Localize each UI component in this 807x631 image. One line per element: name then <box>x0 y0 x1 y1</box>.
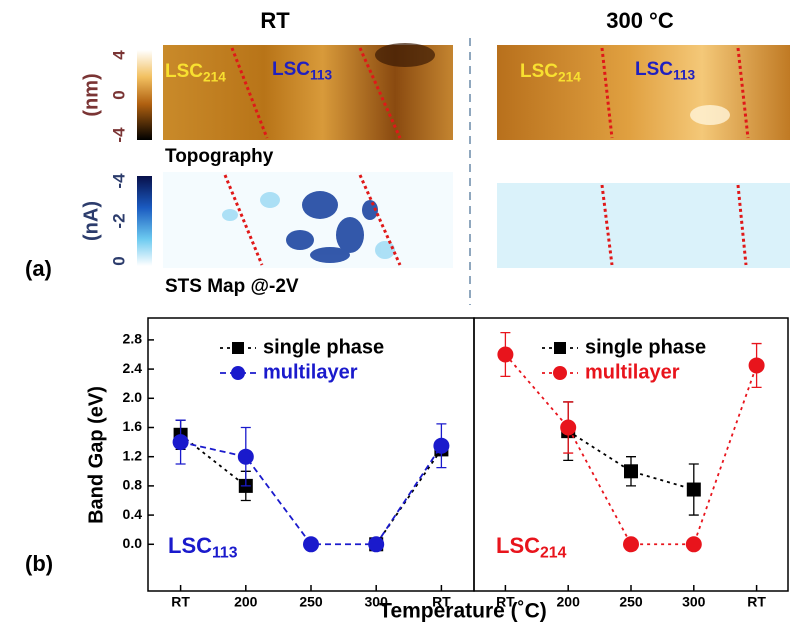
label-sub: 214 <box>540 545 567 562</box>
texture <box>375 43 435 67</box>
legend-label: multilayer <box>585 361 680 383</box>
y-tick-label: 0.0 <box>123 535 143 551</box>
marker <box>368 536 384 552</box>
label-base: LSC <box>272 59 310 80</box>
colorbar-tick-label: 4 <box>109 50 128 60</box>
marker <box>624 464 638 478</box>
marker <box>238 449 254 465</box>
legend-marker <box>231 366 245 380</box>
marker <box>623 536 639 552</box>
label-base: LSC <box>165 61 203 82</box>
marker <box>560 419 576 435</box>
legend-marker <box>554 342 566 354</box>
marker <box>686 536 702 552</box>
x-tick-label: 250 <box>619 594 643 610</box>
y-tick-label: 2.4 <box>123 360 143 376</box>
marker <box>687 483 701 497</box>
x-tick-label: RT <box>496 594 515 610</box>
y-tick-label: 1.6 <box>123 418 143 434</box>
column-title: RT <box>260 8 290 33</box>
caption: Topography <box>165 146 274 167</box>
legend-marker <box>553 366 567 380</box>
column-title: 300 °C <box>606 8 674 33</box>
label-sub: 113 <box>673 67 695 82</box>
legend-marker <box>232 342 244 354</box>
caption: STS Map @-2V <box>165 276 299 297</box>
colorbar-tick-label: 0 <box>109 90 128 99</box>
panel-label: (a) <box>25 256 52 281</box>
marker <box>497 346 513 362</box>
figure: RT 300 °C (nm) (nA) Topography STS Map @… <box>0 0 807 626</box>
x-tick-label: RT <box>747 594 766 610</box>
y-tick-label: 0.4 <box>123 506 143 522</box>
x-tick-label: 300 <box>365 594 389 610</box>
x-tick-label: RT <box>432 594 451 610</box>
colorbar-tick-label: -4 <box>109 173 128 189</box>
colorbar-unit: (nA) <box>80 201 102 241</box>
colorbar-tick-label: 0 <box>109 256 128 265</box>
y-tick-label: 0.8 <box>123 477 143 493</box>
series-line <box>181 442 442 544</box>
colorbar <box>137 176 152 266</box>
marker <box>303 536 319 552</box>
y-tick-label: 1.2 <box>123 447 143 463</box>
x-tick-label: 250 <box>299 594 323 610</box>
marker <box>749 357 765 373</box>
legend-label: single phase <box>263 336 384 358</box>
colorbar <box>137 50 152 140</box>
marker <box>173 434 189 450</box>
y-axis-label: Band Gap (eV) <box>85 386 107 524</box>
x-tick-label: RT <box>171 594 190 610</box>
x-tick-label: 300 <box>682 594 706 610</box>
colorbar-tick-label: -4 <box>109 127 128 143</box>
panel-label: (b) <box>25 551 53 576</box>
texture <box>690 105 730 125</box>
x-tick-label: 200 <box>557 594 581 610</box>
legend-label: multilayer <box>263 361 358 383</box>
phase-label: LSC214 <box>496 533 567 562</box>
marker <box>433 438 449 454</box>
label-base: LSC <box>496 533 540 558</box>
legend-label: single phase <box>585 336 706 358</box>
label-base: LSC <box>520 61 558 82</box>
phase-label: LSC113 <box>168 533 238 562</box>
label-sub: 214 <box>558 69 581 84</box>
x-axis-label: Temperature (˚C) <box>379 600 547 623</box>
sts-image <box>497 183 790 268</box>
colorbar-tick-label: -2 <box>109 213 128 228</box>
x-tick-label: 200 <box>234 594 258 610</box>
label-base: LSC <box>168 533 212 558</box>
label-sub: 113 <box>310 67 332 82</box>
label-sub: 214 <box>203 69 226 84</box>
y-tick-label: 2.8 <box>123 331 143 347</box>
y-tick-label: 2.0 <box>123 389 143 405</box>
label-sub: 113 <box>212 545 238 562</box>
label-base: LSC <box>635 59 673 80</box>
sts-image <box>163 172 453 268</box>
colorbar-unit: (nm) <box>80 73 102 116</box>
